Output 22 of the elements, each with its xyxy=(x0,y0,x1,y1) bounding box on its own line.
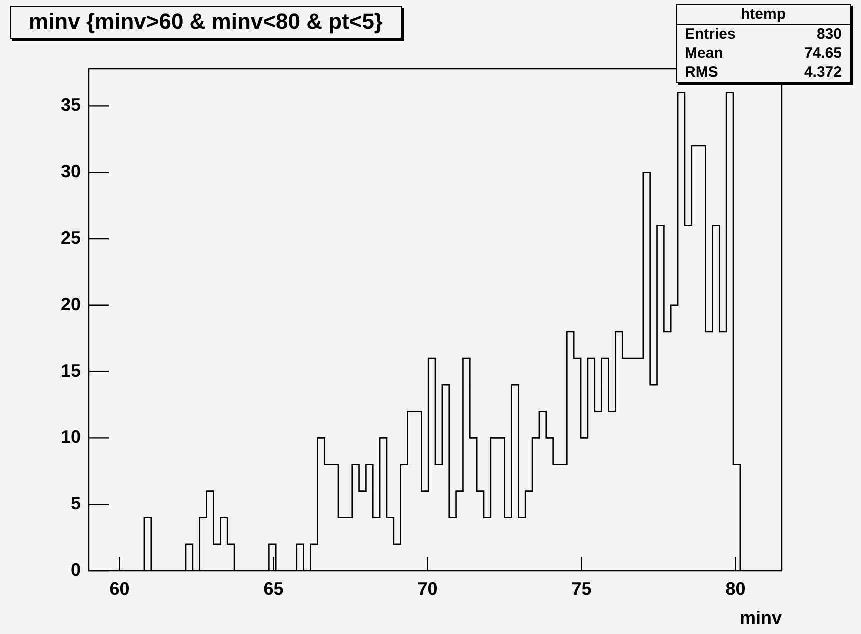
y-tick-label: 5 xyxy=(70,494,81,514)
x-tick-label: 75 xyxy=(572,578,592,599)
text: 74.65 xyxy=(804,44,842,63)
text: Entries xyxy=(685,25,736,44)
y-tick-label: 30 xyxy=(60,162,81,182)
y-tick-label: 35 xyxy=(60,95,81,116)
text: htemp xyxy=(677,5,850,25)
text: Mean xyxy=(685,44,724,63)
annotation: RMS xyxy=(685,63,718,82)
y-tick-label: 20 xyxy=(60,294,81,314)
y-tick-label: 25 xyxy=(60,228,81,248)
text: 4.372 xyxy=(804,63,842,82)
x-tick-label: 70 xyxy=(418,578,438,599)
y-tick-label: 0 xyxy=(70,560,81,580)
y-tick-label: 10 xyxy=(60,427,81,448)
text: 830 xyxy=(816,25,842,44)
chart-title: minv {minv>60 & minv<80 & pt<5} xyxy=(10,6,402,39)
x-axis-title: minv xyxy=(740,608,782,628)
x-tick-label: 80 xyxy=(726,578,746,599)
y-tick-label: 15 xyxy=(60,360,81,381)
x-tick-label: 65 xyxy=(264,578,284,599)
x-tick-label: 60 xyxy=(110,578,130,599)
